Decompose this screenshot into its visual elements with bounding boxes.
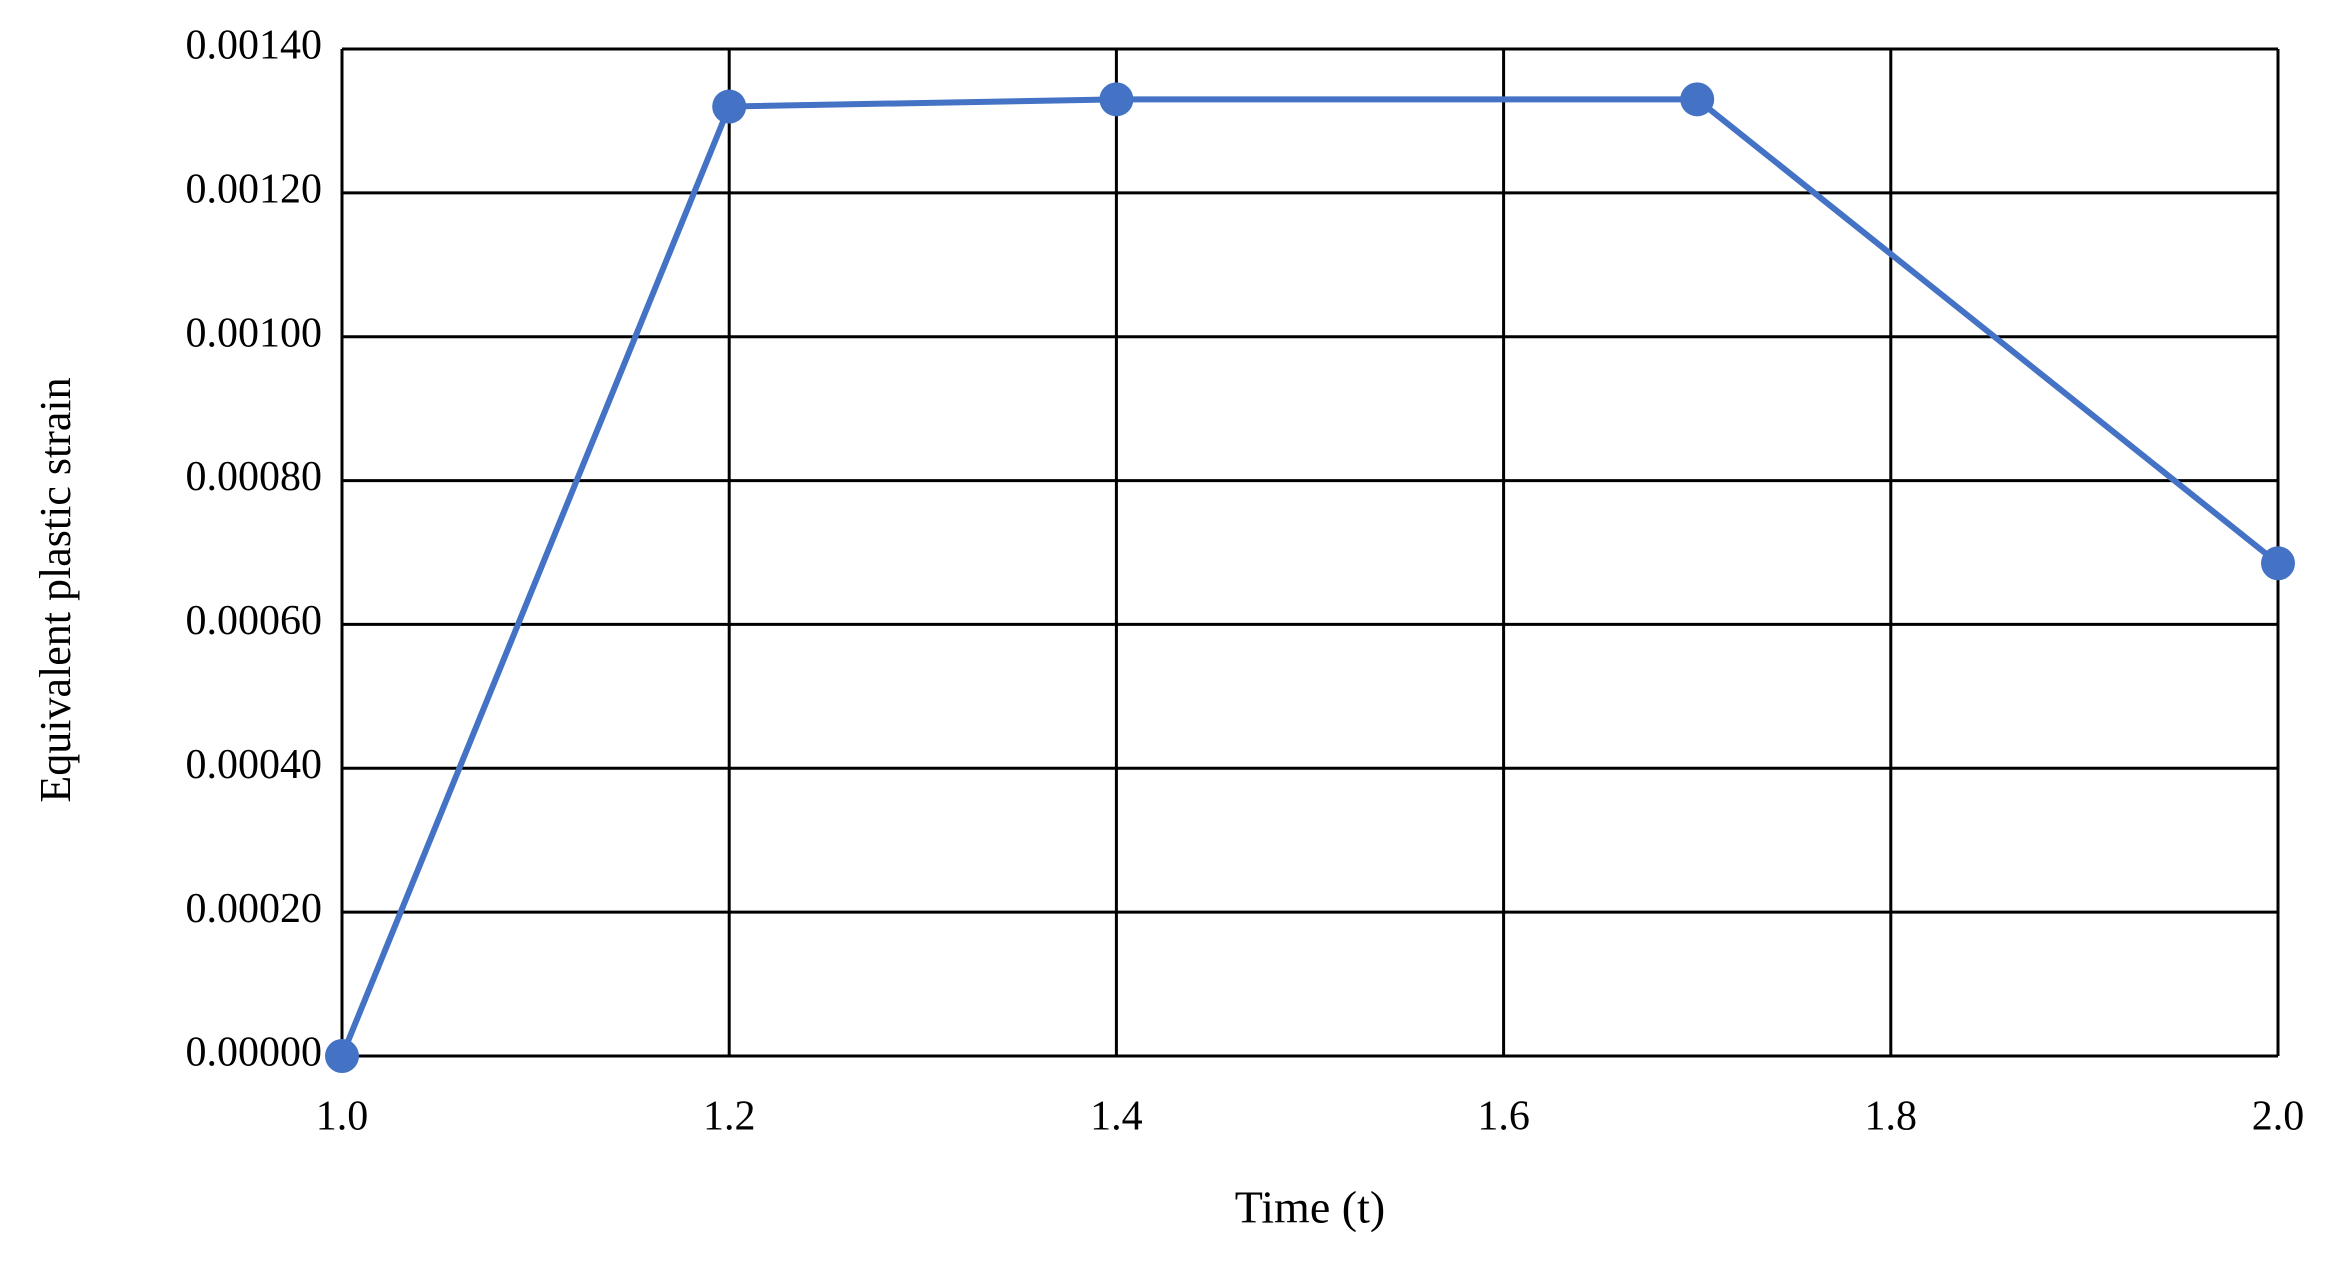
data-point <box>325 1039 359 1073</box>
y-tick-label: 0.00060 <box>186 598 323 644</box>
y-tick-label: 0.00140 <box>186 23 323 69</box>
y-tick-label: 0.00000 <box>186 1030 323 1076</box>
data-point <box>1099 82 1134 117</box>
y-tick-label: 0.00120 <box>186 166 323 212</box>
x-axis-title: Time (t) <box>1235 1182 1385 1233</box>
x-tick-label: 1.6 <box>1477 1094 1530 1140</box>
data-point <box>1680 82 1715 117</box>
data-point <box>712 89 747 124</box>
x-tick-label: 2.0 <box>2252 1094 2305 1140</box>
x-tick-label: 1.8 <box>1865 1094 1918 1140</box>
y-tick-label: 0.00080 <box>186 454 323 500</box>
y-tick-label: 0.00020 <box>186 886 323 932</box>
y-axis-title: Equivalent plastic strain <box>31 377 80 802</box>
data-point <box>2261 546 2295 581</box>
y-tick-label: 0.00100 <box>186 310 323 356</box>
x-tick-label: 1.2 <box>703 1094 756 1140</box>
x-tick-label: 1.4 <box>1090 1094 1143 1140</box>
y-tick-label: 0.00040 <box>186 742 323 788</box>
x-tick-label: 1.0 <box>316 1094 369 1140</box>
